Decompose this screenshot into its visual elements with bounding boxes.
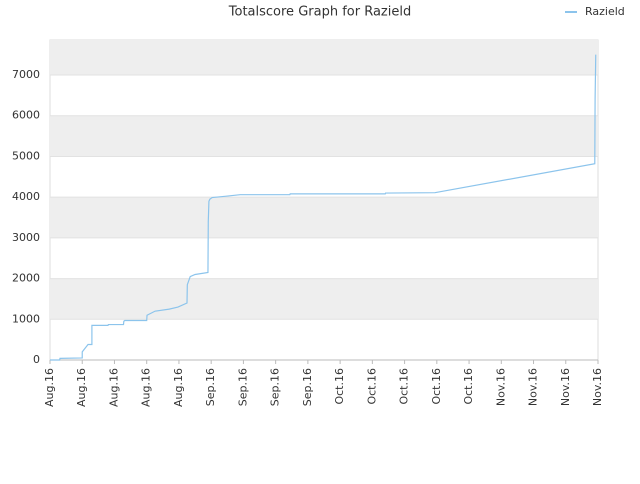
x-tick-label: Oct.16 [430,368,443,405]
x-tick-label: Nov.16 [559,368,572,406]
x-tick-label: Sep.16 [236,368,249,406]
series-line [50,54,597,361]
x-tick-label: Nov.16 [527,368,540,406]
x-tick-label: Sep.16 [269,368,282,406]
y-tick-label: 2000 [12,272,40,285]
grid-band [50,278,598,320]
x-tick-label: Sep.16 [301,368,314,406]
y-tick-label: 6000 [12,109,40,122]
x-tick-label: Aug.16 [75,368,88,407]
y-tick-label: 7000 [12,68,40,81]
y-tick-label: 1000 [12,312,40,325]
y-tick-label: 4000 [12,190,40,203]
grid-band [50,40,598,76]
y-tick-label: 3000 [12,231,40,244]
x-tick-label: Aug.16 [43,368,56,407]
x-tick-label: Oct.16 [333,368,346,405]
x-tick-label: Oct.16 [462,368,475,405]
x-tick-label: Nov.16 [494,368,507,406]
y-tick-label: 5000 [12,149,40,162]
x-tick-label: Aug.16 [107,368,120,407]
legend-label: Razield [585,5,625,18]
x-tick-label: Sep.16 [204,368,217,406]
grid-band [50,197,598,238]
grid-band [50,115,598,157]
x-tick-label: Aug.16 [140,368,153,407]
x-tick-label: Oct.16 [365,368,378,405]
x-tick-label: Aug.16 [172,368,185,407]
x-tick-label: Oct.16 [398,368,411,405]
x-tick-label: Nov.16 [591,368,604,406]
chart-title: Totalscore Graph for Razield [228,5,411,20]
y-tick-label: 0 [33,353,40,366]
